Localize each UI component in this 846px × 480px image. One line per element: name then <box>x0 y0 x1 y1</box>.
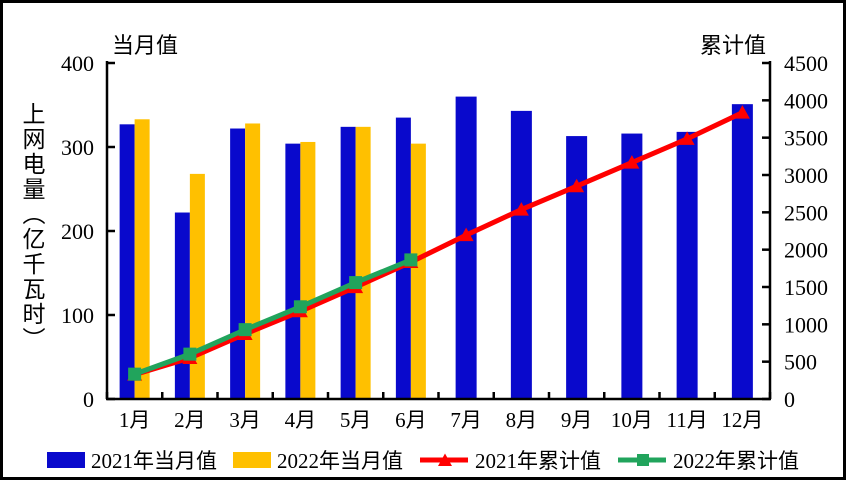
line-2021年累计值 <box>133 110 744 377</box>
line-2022年累计值 <box>133 257 412 377</box>
x-tick-label: 7月 <box>450 408 482 432</box>
x-tick-label: 9月 <box>561 408 593 432</box>
left-tick-label: 0 <box>83 387 94 412</box>
triangle-marker-icon <box>679 131 695 145</box>
bar-2021年当月值-4月 <box>285 143 301 399</box>
bar-2021年当月值-5月 <box>340 126 356 399</box>
bar-2021年当月值-8月 <box>510 110 532 399</box>
legend-label-2021-monthly: 2021年当月值 <box>91 449 217 473</box>
legend-item-2022-monthly: 2022年当月值 <box>233 445 403 475</box>
triangle-marker-icon <box>734 105 750 119</box>
left-tick-label: 200 <box>61 219 94 244</box>
x-tick-label: 4月 <box>285 408 317 432</box>
left-axis-title: 当月值 <box>112 33 179 58</box>
x-tick-label: 6月 <box>395 408 427 432</box>
bar-2022年当月值-2月 <box>189 173 205 399</box>
left-tick-label: 300 <box>61 135 94 160</box>
square-marker-icon <box>183 347 197 361</box>
bar-2021年当月值-1月 <box>119 124 135 399</box>
x-tick-label: 11月 <box>667 408 708 432</box>
bar-2021年当月值-2月 <box>174 212 190 399</box>
right-tick-label: 1000 <box>784 312 828 337</box>
x-tick-label: 3月 <box>229 408 261 432</box>
square-legend-glyph <box>618 454 666 466</box>
right-tick-label: 4500 <box>784 51 828 76</box>
left-tick-label: 400 <box>61 51 94 76</box>
legend-label-2022-cumulative: 2022年累计值 <box>673 449 799 473</box>
bar-2021-swatch-icon <box>47 452 85 468</box>
bar-2021年当月值-3月 <box>230 128 246 399</box>
x-tick-label: 10月 <box>611 408 653 432</box>
line-triangle-swatch-icon <box>419 451 469 469</box>
legend-label-2022-monthly: 2022年当月值 <box>277 449 403 473</box>
bar-2022年当月值-5月 <box>355 126 371 399</box>
right-tick-label: 4000 <box>784 88 828 113</box>
triangle-legend-glyph <box>420 453 468 466</box>
right-axis-title: 累计值 <box>699 33 766 58</box>
bar-2022年当月值-3月 <box>245 123 261 399</box>
left-tick-label: 100 <box>61 303 94 328</box>
x-tick-label: 12月 <box>721 408 763 432</box>
square-marker-icon <box>404 253 418 267</box>
right-tick-label: 3000 <box>784 163 828 188</box>
right-tick-label: 2500 <box>784 200 828 225</box>
bar-2022年当月值-4月 <box>300 141 316 399</box>
triangle-marker-icon <box>513 202 529 216</box>
bar-2021年当月值-12月 <box>731 104 753 399</box>
bar-2021年当月值-10月 <box>621 133 643 399</box>
right-tick-label: 0 <box>784 387 795 412</box>
line-square-swatch-icon <box>617 451 667 469</box>
right-tick-label: 500 <box>784 350 817 375</box>
bar-2021年当月值-7月 <box>455 96 477 399</box>
x-tick-label: 2月 <box>174 408 206 432</box>
square-marker-icon <box>238 323 252 337</box>
legend-label-2021-cumulative: 2021年累计值 <box>475 449 601 473</box>
bar-2022-swatch-icon <box>233 452 271 468</box>
triangle-marker-icon <box>458 227 474 242</box>
bar-2021年当月值-9月 <box>566 136 588 399</box>
bar-2022年当月值-6月 <box>410 143 426 399</box>
square-marker-icon <box>293 300 307 314</box>
legend-item-2021-monthly: 2021年当月值 <box>47 445 217 475</box>
triangle-marker-icon <box>569 178 585 193</box>
right-tick-label: 1500 <box>784 275 828 300</box>
legend-item-2021-cumulative: 2021年累计值 <box>419 445 601 475</box>
x-tick-label: 8月 <box>506 408 538 432</box>
bar-2021年当月值-6月 <box>395 117 411 399</box>
x-tick-label: 1月 <box>119 408 151 432</box>
square-marker-icon <box>128 367 142 381</box>
square-marker-icon <box>349 276 363 290</box>
right-tick-label: 2000 <box>784 238 828 263</box>
bar-2021年当月值-11月 <box>676 131 698 399</box>
x-tick-label: 5月 <box>340 408 372 432</box>
y-axis-unit-label: 上网电量（亿千瓦时） <box>19 102 44 352</box>
right-tick-label: 3500 <box>784 126 828 151</box>
triangle-marker-icon <box>624 155 640 169</box>
legend-item-2022-cumulative: 2022年累计值 <box>617 445 799 475</box>
bar-2022年当月值-1月 <box>134 119 150 399</box>
chart-legend: 2021年当月值 2022年当月值 2021年累计值 2022年累计值 <box>0 444 846 476</box>
